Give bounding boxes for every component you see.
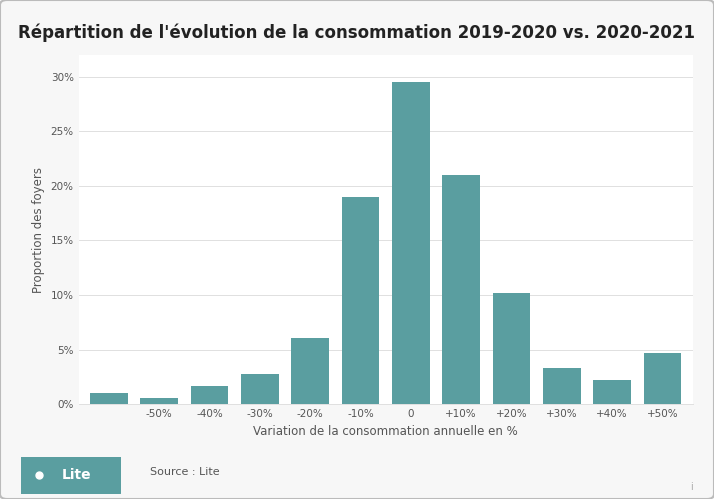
FancyBboxPatch shape bbox=[16, 457, 124, 494]
Bar bbox=[543, 368, 580, 404]
Text: Répartition de l'évolution de la consommation 2019-2020 vs. 2020-2021: Répartition de l'évolution de la consomm… bbox=[19, 23, 695, 42]
Bar bbox=[241, 374, 278, 404]
Y-axis label: Proportion des foyers: Proportion des foyers bbox=[32, 167, 45, 292]
Text: i: i bbox=[690, 482, 693, 492]
Bar bbox=[593, 380, 631, 404]
Bar bbox=[643, 353, 681, 404]
Bar bbox=[392, 82, 430, 404]
X-axis label: Variation de la consommation annuelle en %: Variation de la consommation annuelle en… bbox=[253, 425, 518, 438]
Bar bbox=[90, 393, 128, 404]
Bar bbox=[341, 197, 379, 404]
Bar bbox=[442, 175, 480, 404]
Text: Lite: Lite bbox=[61, 468, 91, 483]
Bar bbox=[191, 386, 228, 404]
Bar bbox=[291, 338, 329, 404]
Bar bbox=[140, 398, 178, 404]
Bar bbox=[493, 293, 531, 404]
Text: Source : Lite: Source : Lite bbox=[150, 467, 220, 477]
